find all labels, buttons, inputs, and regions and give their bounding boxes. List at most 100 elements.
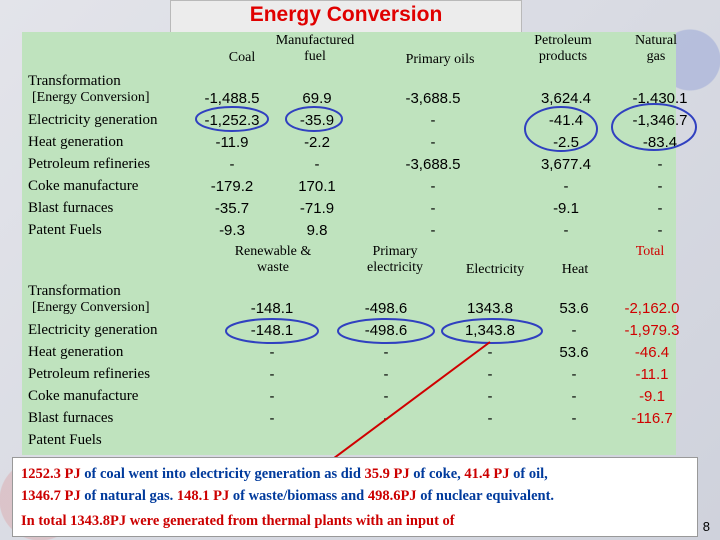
table-cell: - xyxy=(571,366,577,383)
table-cell: -9.3 xyxy=(219,222,245,239)
table-cell: -2,162.0 xyxy=(624,300,680,317)
table-cell: - xyxy=(383,344,389,361)
header-total: Total xyxy=(635,244,665,259)
table-cell: -71.9 xyxy=(299,200,335,217)
row-label: Electricity generation xyxy=(28,112,158,128)
circle-renewable xyxy=(225,318,319,344)
row-label: Coke manufacture xyxy=(28,178,139,194)
table-cell: -3,688.5 xyxy=(405,156,461,173)
table-lower-panel xyxy=(22,240,676,455)
table-cell: -11.1 xyxy=(635,366,669,383)
table-cell: -148.1 xyxy=(250,322,294,339)
row-label: Heat generation xyxy=(28,134,124,150)
explanation-box: 1252.3 PJ of coal went into electricity … xyxy=(12,457,698,537)
note-segment: of coke, xyxy=(409,466,465,482)
row-label: Patent Fuels xyxy=(28,432,102,448)
table-cell: -1,252.3 xyxy=(204,112,260,129)
table-cell: -148.1 xyxy=(250,300,294,317)
note-segment: 1346.7 PJ xyxy=(21,488,81,504)
note-segment: of oil, xyxy=(509,466,548,482)
table-cell: -41.4 xyxy=(548,112,584,129)
table-cell: - xyxy=(563,178,569,195)
table-cell: -1,346.7 xyxy=(632,112,688,129)
row-label: Coke manufacture xyxy=(28,388,139,404)
table-cell: - xyxy=(383,388,389,405)
table-cell: - xyxy=(657,178,663,195)
header-heat: Heat xyxy=(561,262,589,277)
note-segment: of coal went into electricity generation… xyxy=(80,466,365,482)
row-label: Petroleum refineries xyxy=(28,156,151,172)
note-line-2: 1346.7 PJ of natural gas. 148.1 PJ of wa… xyxy=(21,488,554,505)
row-label: Transformation xyxy=(28,283,121,299)
table-cell: -498.6 xyxy=(364,322,408,339)
title-box: Energy Conversion xyxy=(170,0,522,34)
table-cell: - xyxy=(269,388,275,405)
note-segment: of waste/biomass and xyxy=(229,488,368,504)
table-cell: - xyxy=(430,222,436,239)
table-cell: - xyxy=(571,322,577,339)
table-cell: - xyxy=(269,344,275,361)
circle-electricity xyxy=(441,318,543,344)
table-cell: - xyxy=(657,156,663,173)
header-renewable-waste: Renewable & waste xyxy=(234,244,312,275)
table-cell: -116.7 xyxy=(631,410,673,427)
row-label: Electricity generation xyxy=(28,322,158,338)
row-label: Transformation xyxy=(28,73,121,89)
table-cell: -11.9 xyxy=(215,134,249,151)
note-segment: of nuclear equivalent. xyxy=(416,488,555,504)
table-cell: 3,677.4 xyxy=(540,156,592,173)
table-cell: 3,624.4 xyxy=(540,90,592,107)
table-cell: -2.2 xyxy=(304,134,330,151)
table-cell: -498.6 xyxy=(364,300,408,317)
table-cell: - xyxy=(657,222,663,239)
table-cell: -35.7 xyxy=(214,200,250,217)
table-cell: 53.6 xyxy=(559,300,589,317)
table-cell: -46.4 xyxy=(634,344,670,361)
table-cell: -1,488.5 xyxy=(204,90,260,107)
note-line-1: 1252.3 PJ of coal went into electricity … xyxy=(21,466,548,483)
header-natural-gas: Natural gas xyxy=(635,33,677,64)
table-cell: 53.6 xyxy=(559,344,589,361)
table-cell: -9.1 xyxy=(553,200,579,217)
table-cell: - xyxy=(571,410,577,427)
table-cell: - xyxy=(571,388,577,405)
circle-coal xyxy=(195,106,269,132)
row-label: Blast furnaces xyxy=(28,410,114,426)
row-label: Patent Fuels xyxy=(28,222,102,238)
table-cell: -35.9 xyxy=(299,112,335,129)
table-cell: -1,430.1 xyxy=(632,90,688,107)
table-cell: - xyxy=(487,410,493,427)
table-cell: 1,343.8 xyxy=(464,322,516,339)
row-label: Petroleum refineries xyxy=(28,366,151,382)
table-cell: - xyxy=(383,366,389,383)
row-label: Blast furnaces xyxy=(28,200,114,216)
note-segment: 1252.3 PJ xyxy=(21,466,81,482)
table-cell: -2.5 xyxy=(553,134,579,151)
table-cell: - xyxy=(657,200,663,217)
row-label-sub: [Energy Conversion] xyxy=(32,90,150,105)
table-cell: - xyxy=(430,200,436,217)
table-cell: - xyxy=(314,156,320,173)
table-cell: - xyxy=(487,366,493,383)
note-segment: 35.9 PJ xyxy=(364,466,410,482)
circle-nuclear xyxy=(337,318,435,344)
circle-natural-gas xyxy=(611,103,697,151)
table-cell: 9.8 xyxy=(306,222,328,239)
table-upper-panel xyxy=(22,32,676,242)
note-segment: 148.1 PJ xyxy=(176,488,230,504)
header-electricity: Electricity xyxy=(465,262,525,277)
table-cell: -83.4 xyxy=(642,134,678,151)
table-cell: 69.9 xyxy=(302,90,332,107)
note-line-3: In total 1343.8PJ were generated from th… xyxy=(21,513,455,530)
table-cell: - xyxy=(430,178,436,195)
table-cell: -3,688.5 xyxy=(405,90,461,107)
header-primary-electricity: Primary electricity xyxy=(367,244,423,275)
row-label: Heat generation xyxy=(28,344,124,360)
table-cell: -1,979.3 xyxy=(624,322,680,339)
table-cell: 170.1 xyxy=(298,178,336,195)
note-segment: of natural gas. xyxy=(80,488,177,504)
table-cell: - xyxy=(269,366,275,383)
header-petroleum-products: Petroleum products xyxy=(534,33,592,64)
table-cell: - xyxy=(269,410,275,427)
table-cell: - xyxy=(487,344,493,361)
